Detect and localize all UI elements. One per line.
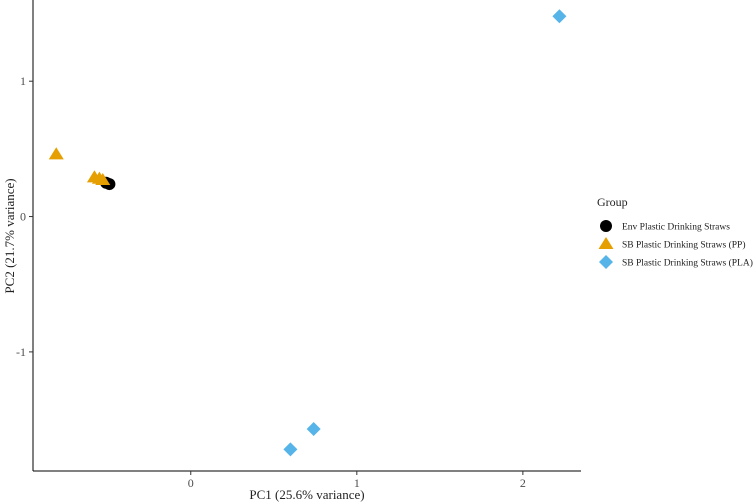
data-point-diamond bbox=[306, 422, 321, 437]
data-point-diamond bbox=[552, 9, 567, 24]
legend-key-triangle bbox=[598, 237, 614, 250]
y-ticks: -1 0 1 bbox=[16, 74, 33, 359]
legend-label: Env Plastic Drinking Straws bbox=[622, 223, 730, 233]
y-tick-label: 1 bbox=[20, 74, 26, 88]
data-point-triangle bbox=[48, 147, 64, 160]
x-tick-label: 2 bbox=[520, 476, 526, 490]
x-axis-title: PC1 (25.6% variance) bbox=[249, 487, 364, 502]
legend-key-circle bbox=[600, 220, 612, 232]
y-tick-label: -1 bbox=[16, 345, 26, 359]
data-point-diamond bbox=[283, 442, 298, 457]
legend-label: SB Plastic Drinking Straws (PLA) bbox=[622, 258, 753, 269]
x-tick-label: 1 bbox=[354, 476, 360, 490]
legend-key-diamond bbox=[599, 255, 613, 269]
legend-items: Env Plastic Drinking Straws SB Plastic Dr… bbox=[598, 220, 753, 269]
x-axis: 0 1 2 PC1 (25.6% variance) bbox=[33, 470, 581, 502]
x-tick-label: 0 bbox=[188, 476, 194, 490]
y-axis-title: PC2 (21.7% variance) bbox=[2, 178, 17, 293]
y-axis: -1 0 1 PC2 (21.7% variance) bbox=[2, 0, 34, 471]
legend-title: Group bbox=[597, 195, 628, 209]
legend-label: SB Plastic Drinking Straws (PP) bbox=[622, 240, 746, 251]
plot-points bbox=[48, 9, 567, 457]
data-point-triangle bbox=[95, 173, 111, 186]
y-tick-label: 0 bbox=[20, 210, 26, 224]
legend: Group Env Plastic Drinking Straws SB Plas… bbox=[597, 195, 753, 269]
x-ticks: 0 1 2 bbox=[188, 471, 526, 490]
